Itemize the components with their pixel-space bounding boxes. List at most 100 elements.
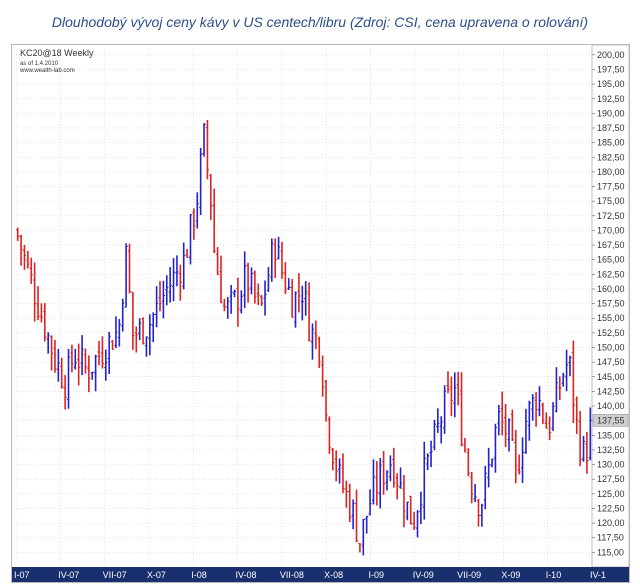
y-tick-label: 115,00 [597,547,624,557]
chart-site: www.wealth-lab.com [19,68,75,74]
price-bar [361,518,365,556]
price-bar [63,375,67,410]
price-bar [148,314,152,356]
chart-symbol: KC20@18 Weekly [20,48,94,58]
price-bar [578,410,582,467]
price-bar [178,264,182,301]
y-tick-label: 182,50 [597,152,625,162]
price-bar [182,242,186,290]
chart-asof: as of 1.4.2010 [20,61,59,67]
x-axis-bar [12,567,629,582]
price-bar [270,238,274,282]
price-bar [351,499,355,530]
price-bar [534,392,538,427]
price-bar [165,275,169,306]
price-bar [473,483,477,503]
price-bar [568,355,572,377]
x-tick-label: I-10 [546,570,562,580]
price-bar [314,320,318,350]
price-bar [29,257,33,284]
y-tick-label: 187,50 [597,123,625,133]
price-bar [483,465,487,510]
price-bar [466,448,470,477]
price-bar [212,188,216,254]
y-tick-label: 160,00 [597,284,625,294]
y-tick-label: 117,50 [597,533,624,543]
y-tick-label: 147,50 [597,357,625,367]
y-tick-label: 120,00 [597,518,625,528]
price-bar [185,248,189,258]
price-bar [232,289,237,298]
price-bar [459,372,464,447]
price-bar [476,498,481,527]
price-bar [588,407,592,461]
y-tick-label: 172,50 [597,211,625,221]
price-bar [283,262,287,295]
price-bar [402,474,406,528]
price-bar [46,332,50,354]
y-tick-label: 190,00 [597,108,625,118]
x-tick-label: IV-1 [590,570,606,580]
price-bar [266,267,271,292]
x-tick-label: VII-09 [457,570,481,580]
price-bar [324,379,328,422]
price-bar [199,147,203,216]
price-bar [368,489,372,516]
x-tick-label: VII-08 [280,570,304,580]
price-bar [429,440,433,468]
price-bar [392,447,396,488]
price-bar [348,483,352,522]
price-bar [490,458,494,468]
price-bar [500,391,504,436]
price-bar [300,285,304,321]
price-bar [422,441,426,520]
price-bar [256,283,260,306]
price-bar [388,455,392,482]
price-bar [287,278,291,290]
y-tick-label: 165,00 [597,255,625,265]
price-bar [561,372,565,387]
price-bar [253,270,257,304]
price-bar [239,290,243,314]
price-bar [554,367,559,413]
price-bar [405,501,409,521]
price-bar [337,458,342,484]
price-bar [541,402,545,425]
price-bar [131,291,135,350]
price-bar [104,349,108,381]
price-bar [73,348,77,370]
price-bar [263,280,267,316]
price-bar [171,258,176,302]
price-bar [395,473,399,500]
price-bar [415,510,420,538]
price-bar [243,251,247,309]
y-tick-label: 197,50 [597,64,625,74]
price-bar [564,349,569,392]
x-tick-label: I-09 [368,570,384,580]
x-tick-label: IV-07 [58,570,79,580]
y-tick-label: 125,00 [597,489,625,499]
price-bar [480,503,484,527]
price-bar [321,355,325,397]
price-bar [97,341,101,366]
price-bar [33,262,37,322]
y-tick-label: 135,00 [597,430,625,440]
price-bar [151,312,155,343]
price-bar [36,286,40,321]
price-bar [304,280,308,316]
y-tick-label: 150,00 [597,343,625,353]
price-bar [551,402,555,431]
price-bar [558,376,562,401]
price-bar [260,294,264,306]
price-bar [548,416,552,441]
y-tick-label: 122,50 [597,503,625,513]
x-tick-label: IV-09 [413,570,434,580]
price-bar [358,542,362,553]
y-tick-label: 167,50 [597,240,625,250]
price-bar [575,396,579,435]
price-bar [124,243,128,308]
y-tick-label: 185,00 [597,138,625,148]
price-bar [22,244,27,270]
price-bar [60,357,64,389]
price-bar [205,120,210,180]
